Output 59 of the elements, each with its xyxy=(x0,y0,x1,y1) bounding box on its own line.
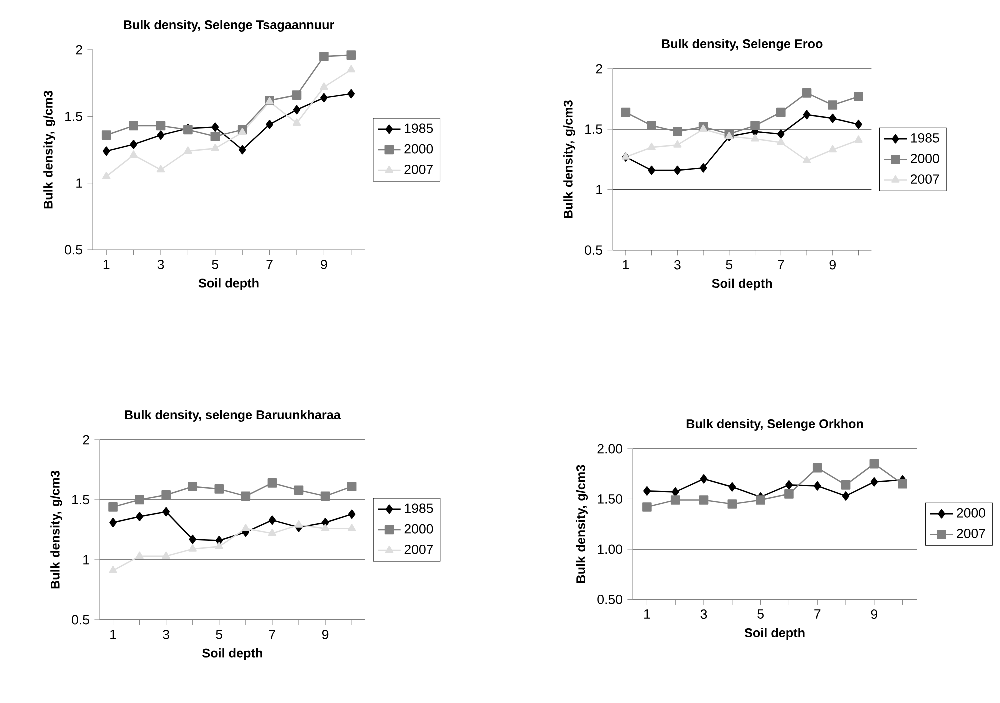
x-tick-label: 3 xyxy=(163,630,170,640)
x-tick-label: 1 xyxy=(104,260,110,270)
x-tick-label: 5 xyxy=(216,630,223,640)
x-tick-label: 7 xyxy=(778,260,784,270)
y-tick-label: 2.00 xyxy=(598,444,622,454)
y-tick-label: 1.50 xyxy=(598,494,622,504)
legend-label: 2007 xyxy=(957,528,986,538)
legend-label: 2007 xyxy=(404,544,434,554)
x-tick-label: 7 xyxy=(266,260,273,270)
legend-label: 1985 xyxy=(405,124,434,134)
y-tick-label: 1.5 xyxy=(586,124,602,134)
y-tick-label: 0.5 xyxy=(65,245,82,255)
x-tick-label: 1 xyxy=(110,630,116,640)
y-tick-label: 1.5 xyxy=(72,495,90,505)
x-tick-label: 3 xyxy=(700,610,708,620)
x-tick-label: 1 xyxy=(623,260,629,270)
y-axis-title: Bulk density, g/cm3 xyxy=(44,90,56,209)
y-tick-label: 1 xyxy=(76,178,82,188)
y-axis-title: Bulk density, g/cm3 xyxy=(576,465,588,583)
x-tick-label: 5 xyxy=(758,610,764,619)
legend-label: 1985 xyxy=(405,504,434,514)
x-tick-label: 7 xyxy=(814,610,821,619)
legend-label: 2000 xyxy=(957,508,986,518)
y-tick-label: 0.50 xyxy=(598,594,622,604)
chart-title: Bulk density, Selenge Tsagaannuur xyxy=(124,20,334,32)
x-tick-label: 9 xyxy=(321,260,328,270)
chart-title: Bulk density, Selenge Eroo xyxy=(662,39,823,52)
x-tick-label: 1 xyxy=(644,610,650,619)
x-tick-label: 9 xyxy=(322,630,329,640)
chart-title: Bulk density, Selenge Orkhon xyxy=(686,419,864,432)
legend-label: 1985 xyxy=(911,133,940,143)
y-tick-label: 1.5 xyxy=(66,112,82,122)
x-axis-title: Soil depth xyxy=(712,278,772,291)
legend-label: 2007 xyxy=(911,174,940,184)
y-tick-label: 1 xyxy=(596,185,602,194)
y-tick-label: 2 xyxy=(76,45,82,55)
x-axis-title: Soil depth xyxy=(744,628,805,640)
x-tick-label: 7 xyxy=(269,630,276,640)
legend-label: 2007 xyxy=(404,164,433,174)
y-tick-label: 1.00 xyxy=(598,544,622,554)
legend-label: 2000 xyxy=(404,524,434,534)
x-axis-title: Soil depth xyxy=(202,648,262,660)
y-tick-label: 1 xyxy=(84,555,90,565)
x-tick-label: 9 xyxy=(830,260,836,270)
x-tick-label: 3 xyxy=(674,260,681,270)
y-tick-label: 0.5 xyxy=(585,246,602,256)
x-tick-label: 9 xyxy=(871,610,878,620)
x-tick-label: 5 xyxy=(726,260,733,270)
x-axis-title: Soil depth xyxy=(198,278,259,290)
legend-label: 2000 xyxy=(911,154,940,164)
y-axis-title: Bulk density, g/cm3 xyxy=(50,470,62,589)
legend-label: 2000 xyxy=(404,144,434,154)
y-tick-label: 2 xyxy=(596,64,602,74)
y-axis-title: Bulk density, g/cm3 xyxy=(564,100,576,218)
y-tick-label: 0.5 xyxy=(72,615,90,625)
x-tick-label: 5 xyxy=(212,260,219,270)
y-tick-label: 2 xyxy=(83,435,90,445)
x-tick-label: 3 xyxy=(158,260,164,270)
chart-title: Bulk density, selenge Baruunkharaa xyxy=(125,410,341,422)
